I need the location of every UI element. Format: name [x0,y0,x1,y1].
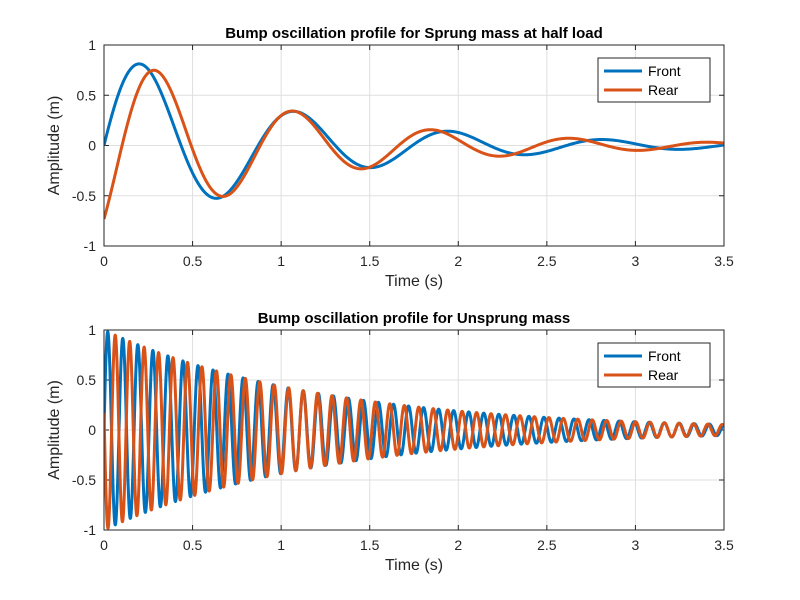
y-tick-label: -0.5 [72,472,96,488]
x-tick-label: 0 [100,253,108,269]
x-tick-label: 1 [277,537,285,553]
axes-box [103,44,725,247]
x-tick-label: 0.5 [183,537,203,553]
subplot-2: 0 0.5 1 1.5 2 2.5 3 3.5 -1 -0.5 0 0.5 1 Bump oscillat… [46,310,734,574]
x-tick-label: 2 [454,537,462,553]
legend: Front Rear [597,342,711,388]
y-tick-label: -1 [84,238,97,254]
x-axis-label: Time (s) [385,557,443,574]
y-tick-label: -1 [84,522,97,538]
series-line-front [104,62,724,200]
y-tick-label: 1 [88,322,96,338]
y-tick-label: 0 [88,138,96,154]
legend-label-front: Front [648,348,681,364]
y-axis-label: Amplitude (m) [46,380,63,480]
series-line-rear [104,68,724,220]
y-tick-label: -0.5 [72,188,96,204]
x-tick-label: 1.5 [360,537,380,553]
x-tick-label: 2.5 [537,253,557,269]
legend-label-rear: Rear [648,367,679,383]
subplot-1: 0 0.5 1 1.5 2 2.5 3 3.5 -1 -0.5 0 0.5 1 Bump oscillat… [46,25,734,290]
chart-title: Bump oscillation profile for Unsprung ma… [258,310,571,327]
y-axis-label: Amplitude (m) [46,96,63,196]
x-tick-label: 2.5 [537,537,557,553]
y-tick-label: 0.5 [77,87,97,103]
x-tick-label: 3 [632,253,640,269]
x-tick-label: 2 [454,253,462,269]
legend-box [597,342,711,388]
x-axis-label: Time (s) [385,273,443,290]
legend-label-front: Front [648,63,681,79]
x-tick-label: 1 [277,253,285,269]
x-tick-label: 0 [100,537,108,553]
x-tick-label: 3.5 [714,537,734,553]
y-tick-label: 0 [88,422,96,438]
y-tick-label: 1 [88,37,96,53]
legend-box [597,57,711,103]
x-tick-label: 3.5 [714,253,734,269]
axes-box [103,329,725,531]
series-line-rear [104,333,724,530]
x-tick-label: 3 [632,537,640,553]
legend-label-rear: Rear [648,82,679,98]
x-tick-label: 1.5 [360,253,380,269]
x-tick-label: 0.5 [183,253,203,269]
y-tick-label: 0.5 [77,372,97,388]
legend: Front Rear [597,57,711,103]
chart-title: Bump oscillation profile for Sprung mass… [225,25,603,42]
